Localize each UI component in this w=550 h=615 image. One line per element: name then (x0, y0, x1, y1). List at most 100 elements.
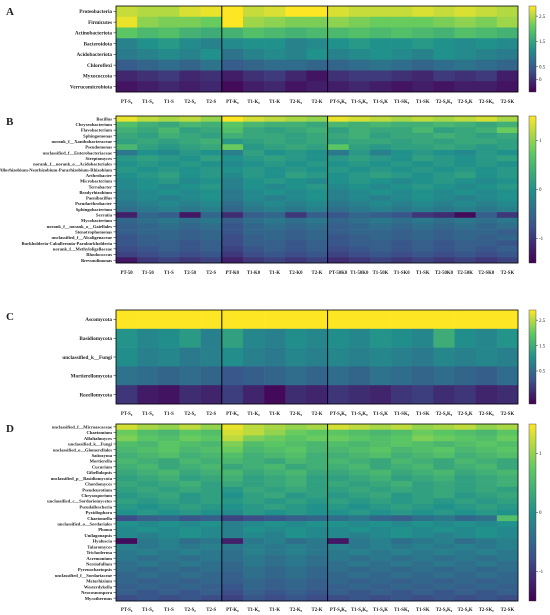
heatmap-cell (369, 561, 392, 568)
heatmap-cell (454, 509, 476, 516)
heatmap-cell (475, 212, 498, 219)
heatmap-cell (454, 515, 476, 522)
heatmap-cell (391, 246, 413, 252)
heatmap-cell (221, 257, 244, 264)
heatmap-cell (200, 463, 223, 470)
heatmap-cell (306, 189, 328, 196)
heatmap-cell (179, 435, 201, 442)
column-label: T1-K (269, 271, 280, 276)
heatmap-cell (116, 515, 138, 522)
heatmap-cell (348, 223, 371, 230)
heatmap-cell (475, 328, 498, 348)
heatmap-cell (412, 578, 434, 585)
heatmap-cell (285, 566, 307, 573)
heatmap-cell (391, 172, 413, 179)
heatmap-cell (221, 578, 244, 585)
heatmap-cell (433, 538, 455, 545)
heatmap-cell (327, 572, 350, 579)
heatmap-cell (454, 429, 476, 436)
heatmap-cell (137, 189, 159, 196)
column-label: PT-K₀ (226, 412, 239, 417)
heatmap-cell (327, 229, 350, 236)
heatmap-cell (412, 589, 434, 596)
heatmap-cell (116, 429, 138, 436)
heatmap-cell (158, 251, 180, 258)
column-label: T1-50 (142, 271, 155, 276)
heatmap-cell (285, 429, 307, 436)
heatmap-cell (433, 121, 455, 128)
heatmap-cell (221, 543, 244, 550)
heatmap-cell (242, 234, 265, 241)
column-label: T1-SK₀ (394, 100, 410, 105)
heatmap-cell (137, 469, 159, 476)
heatmap-cell (158, 257, 180, 264)
row-label: Pyrenochaetopsis (78, 567, 112, 572)
heatmap-cell (306, 223, 328, 230)
heatmap-cell (412, 149, 434, 156)
heatmap-cell (454, 481, 476, 488)
heatmap-cell (412, 183, 434, 190)
heatmap-cell (221, 178, 244, 185)
heatmap-cell (200, 38, 223, 50)
heatmap-cell (137, 183, 159, 190)
heatmap-cell (242, 509, 265, 516)
heatmap-cell (454, 463, 476, 470)
column-label: PT-S₀K₀ (330, 412, 347, 417)
heatmap-cell (285, 246, 307, 252)
row-label: Acidobacteriota (77, 52, 113, 58)
heatmap-cell (348, 183, 371, 190)
heatmap-cell (158, 121, 180, 128)
heatmap-cell (348, 206, 371, 213)
heatmap-cell (264, 347, 286, 367)
heatmap-cell (391, 538, 413, 545)
heatmap-cell (454, 385, 476, 405)
heatmap-cell (306, 81, 328, 93)
heatmap-cell (200, 532, 223, 539)
row-label: Proteobacteria (79, 9, 112, 15)
heatmap-cell (454, 183, 476, 190)
heatmap-cell (348, 469, 371, 476)
row-label: unclassified_o__Glomerellales (53, 447, 112, 452)
heatmap-cell (391, 469, 413, 476)
heatmap-cell (348, 486, 371, 493)
heatmap-cell (158, 127, 180, 134)
heatmap-cell (264, 212, 286, 219)
heatmap-cell (433, 578, 455, 585)
colorbar (528, 5, 537, 93)
heatmap-cell (454, 81, 476, 93)
heatmap-cell (285, 195, 307, 202)
heatmap-cell (475, 166, 498, 173)
heatmap-cell (285, 385, 307, 405)
heatmap-cell (454, 595, 476, 602)
heatmap-cell (412, 555, 434, 562)
heatmap-cell (242, 347, 265, 367)
heatmap-cell (454, 543, 476, 550)
heatmap-cell (264, 49, 286, 61)
heatmap-cell (116, 481, 138, 488)
heatmap-cell (200, 217, 223, 224)
heatmap-cell (116, 498, 138, 505)
row-label: unclassified_f__Sordariaceae (55, 573, 112, 578)
heatmap-cell (412, 543, 434, 550)
heatmap-cell (369, 172, 392, 179)
heatmap-cell (264, 59, 286, 71)
heatmap-cell (221, 144, 244, 151)
column-label: T2-S₀K (458, 608, 473, 613)
heatmap-cell (221, 223, 244, 230)
column-label: T1-S₀K₀ (351, 608, 368, 613)
heatmap-cell (179, 257, 201, 264)
heatmap-cell (116, 178, 138, 185)
heatmap-cell (475, 195, 498, 202)
heatmap-cell (179, 195, 201, 202)
heatmap-cell (221, 138, 244, 145)
heatmap-cell (158, 452, 180, 459)
column-label: T1-S₀K₀ (351, 100, 368, 105)
row-label: Ascomycota (85, 317, 112, 323)
row-label: unclassified_f__Microascaceae (52, 424, 112, 429)
heatmap-cell (179, 538, 201, 545)
heatmap-cell (348, 347, 371, 367)
heatmap-cell (116, 435, 138, 442)
heatmap-cell (369, 503, 392, 510)
heatmap-cell (179, 469, 201, 476)
heatmap-cell (475, 347, 498, 367)
